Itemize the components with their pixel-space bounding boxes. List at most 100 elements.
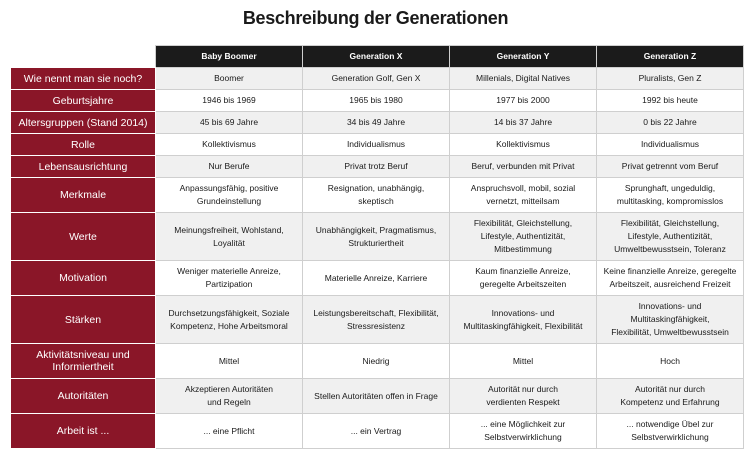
cell-generation-y: Kollektivismus bbox=[449, 133, 597, 156]
row-label: Geburtsjahre bbox=[10, 89, 156, 112]
table-row: Altersgruppen (Stand 2014) 45 bis 69 Jahr… bbox=[10, 111, 744, 134]
cell-generation-z: Keine finanzielle Anreize, geregelte Arbe… bbox=[596, 260, 744, 296]
cell-generation-y: Innovations- und Multitaskingfähigkeit, F… bbox=[449, 295, 597, 344]
cell-generation-x: Generation Golf, Gen X bbox=[302, 67, 450, 90]
cell-generation-x: ... ein Vertrag bbox=[302, 413, 450, 449]
cell-baby-boomer: 1946 bis 1969 bbox=[155, 89, 303, 112]
table-row: Arbeit ist ... ... eine Pflicht ... ein Ve… bbox=[10, 413, 744, 449]
table-row: Merkmale Anpassungsfähig, positive Grundei… bbox=[10, 177, 744, 213]
cell-generation-y: Millenials, Digital Natives bbox=[449, 67, 597, 90]
cell-generation-x: 1965 bis 1980 bbox=[302, 89, 450, 112]
column-header-generation-z: Generation Z bbox=[596, 45, 744, 68]
row-label: Merkmale bbox=[10, 177, 156, 213]
cell-generation-z: Sprunghaft, ungeduldig, multitasking, kom… bbox=[596, 177, 744, 213]
cell-baby-boomer: Mittel bbox=[155, 343, 303, 379]
cell-line: Selbstverwirklichung bbox=[484, 432, 562, 442]
cell-line: Durchsetzungsfähigkeit, Soziale bbox=[168, 307, 290, 318]
cell-baby-boomer: Kollektivismus bbox=[155, 133, 303, 156]
cell-line: Kompetenz und Erfahrung bbox=[620, 397, 720, 407]
cell-generation-y: Anspruchsvoll, mobil, sozial vernetzt, mi… bbox=[449, 177, 597, 213]
cell-line: Lifestyle, Authentizität, bbox=[480, 231, 566, 241]
row-label: Stärken bbox=[10, 295, 156, 344]
cell-generation-y: Beruf, verbunden mit Privat bbox=[449, 155, 597, 178]
cell-line: Loyalität bbox=[213, 237, 245, 248]
cell-generation-x: Individualismus bbox=[302, 133, 450, 156]
cell-line: Mitbestimmung bbox=[494, 244, 552, 254]
row-label: Altersgruppen (Stand 2014) bbox=[10, 111, 156, 134]
cell-line: ... eine Möglichkeit zur bbox=[480, 419, 566, 429]
column-header-baby-boomer: Baby Boomer bbox=[155, 45, 303, 68]
cell-line: und Regeln bbox=[207, 397, 251, 407]
cell-line: Partizipation bbox=[205, 279, 253, 289]
table-row: Wie nennt man sie noch? Boomer Generation … bbox=[10, 67, 744, 90]
table-row: Aktivitätsniveau und Informiertheit Mitte… bbox=[10, 343, 744, 379]
cell-generation-y: Mittel bbox=[449, 343, 597, 379]
cell-baby-boomer: Akzeptieren Autoritäten und Regeln bbox=[155, 378, 303, 414]
cell-generation-x: Stellen Autoritäten offen in Frage bbox=[302, 378, 450, 414]
cell-generation-z: Pluralists, Gen Z bbox=[596, 67, 744, 90]
cell-generation-x: 34 bis 49 Jahre bbox=[302, 111, 450, 134]
cell-baby-boomer: Boomer bbox=[155, 67, 303, 90]
header-corner bbox=[10, 45, 156, 68]
cell-line: ... ein Vertrag bbox=[350, 425, 402, 436]
generations-table: Baby Boomer Generation X Generation Y Ge… bbox=[10, 45, 744, 449]
table-row: Rolle Kollektivismus Individualismus Kollek… bbox=[10, 133, 744, 156]
cell-line: Akzeptieren Autoritäten bbox=[185, 384, 273, 394]
cell-line: Innovations- und bbox=[638, 301, 702, 311]
cell-line: Flexibilität, Umweltbewusstsein bbox=[611, 327, 729, 337]
cell-line: Umweltbewusstsein, Toleranz bbox=[614, 244, 726, 254]
cell-generation-x: Materielle Anreize, Karriere bbox=[302, 260, 450, 296]
cell-line: Stellen Autoritäten offen in Frage bbox=[314, 390, 438, 401]
cell-generation-z: Flexibilität, Gleichstellung, Lifestyle, … bbox=[596, 212, 744, 261]
cell-line: geregelte Arbeitszeiten bbox=[479, 279, 567, 289]
cell-line: verdienten Respekt bbox=[486, 397, 560, 407]
cell-line: ... notwendige Übel zur bbox=[626, 419, 714, 429]
cell-generation-z: 1992 bis heute bbox=[596, 89, 744, 112]
cell-generation-y: 14 bis 37 Jahre bbox=[449, 111, 597, 134]
cell-line: Autorität nur durch bbox=[488, 384, 558, 394]
cell-line: Anspruchsvoll, mobil, sozial bbox=[470, 183, 576, 193]
cell-baby-boomer: ... eine Pflicht bbox=[155, 413, 303, 449]
cell-line: Resignation, unabhängig, bbox=[327, 183, 425, 193]
cell-baby-boomer: Durchsetzungsfähigkeit, Soziale Kompetenz… bbox=[155, 295, 303, 344]
row-label: Rolle bbox=[10, 133, 156, 156]
cell-generation-z: Autorität nur durch Kompetenz und Erfahru… bbox=[596, 378, 744, 414]
row-label: Autoritäten bbox=[10, 378, 156, 414]
cell-line: skeptisch bbox=[358, 196, 394, 206]
table-row: Autoritäten Akzeptieren Autoritäten und Re… bbox=[10, 378, 744, 414]
cell-baby-boomer: Meinungsfreiheit, Wohlstand, Loyalität bbox=[155, 212, 303, 261]
cell-line: Kaum finanzielle Anreize, bbox=[475, 266, 571, 276]
cell-generation-x: Niedrig bbox=[302, 343, 450, 379]
cell-line: Autorität nur durch bbox=[635, 384, 705, 394]
cell-line: Innovations- und bbox=[491, 307, 555, 318]
row-label: Motivation bbox=[10, 260, 156, 296]
cell-generation-z: Innovations- und Multitaskingfähigkeit, Fl… bbox=[596, 295, 744, 344]
cell-generation-z: ... notwendige Übel zur Selbstverwirklich… bbox=[596, 413, 744, 449]
cell-generation-x: Privat trotz Beruf bbox=[302, 155, 450, 178]
cell-line: Meinungsfreiheit, Wohlstand, bbox=[174, 224, 284, 235]
cell-generation-x: Leistungsbereitschaft, Flexibilität, Stre… bbox=[302, 295, 450, 344]
cell-generation-z: Individualismus bbox=[596, 133, 744, 156]
cell-generation-x: Resignation, unabhängig, skeptisch bbox=[302, 177, 450, 213]
cell-line: Stressresistenz bbox=[346, 320, 406, 331]
page-title: Beschreibung der Generationen bbox=[242, 8, 509, 28]
cell-line: ... eine Pflicht bbox=[203, 425, 255, 436]
table-row: Motivation Weniger materielle Anreize, Par… bbox=[10, 260, 744, 296]
cell-baby-boomer: Nur Berufe bbox=[155, 155, 303, 178]
cell-line: Sprunghaft, ungeduldig, bbox=[624, 183, 716, 193]
cell-line: Leistungsbereitschaft, Flexibilität, bbox=[313, 307, 439, 318]
table-header: Baby Boomer Generation X Generation Y Ge… bbox=[10, 45, 744, 68]
cell-generation-z: Privat getrennt vom Beruf bbox=[596, 155, 744, 178]
table-row: Lebensausrichtung Nur Berufe Privat trotz … bbox=[10, 155, 744, 178]
cell-baby-boomer: Anpassungsfähig, positive Grundeinstellun… bbox=[155, 177, 303, 213]
cell-line: Materielle Anreize, Karriere bbox=[324, 272, 428, 283]
table-row: Werte Meinungsfreiheit, Wohlstand, Loyalit… bbox=[10, 212, 744, 261]
cell-generation-y: ... eine Möglichkeit zur Selbstverwirklic… bbox=[449, 413, 597, 449]
cell-line: Arbeitszeit, ausreichend Freizeit bbox=[609, 279, 731, 289]
row-label: Arbeit ist ... bbox=[10, 413, 156, 449]
cell-line: Multitaskingfähigkeit, bbox=[630, 314, 710, 324]
cell-line: Grundeinstellung bbox=[196, 196, 262, 206]
cell-line: multitasking, kompromisslos bbox=[616, 196, 724, 206]
cell-line: Lifestyle, Authentizität, bbox=[627, 231, 713, 241]
cell-baby-boomer: Weniger materielle Anreize, Partizipation bbox=[155, 260, 303, 296]
